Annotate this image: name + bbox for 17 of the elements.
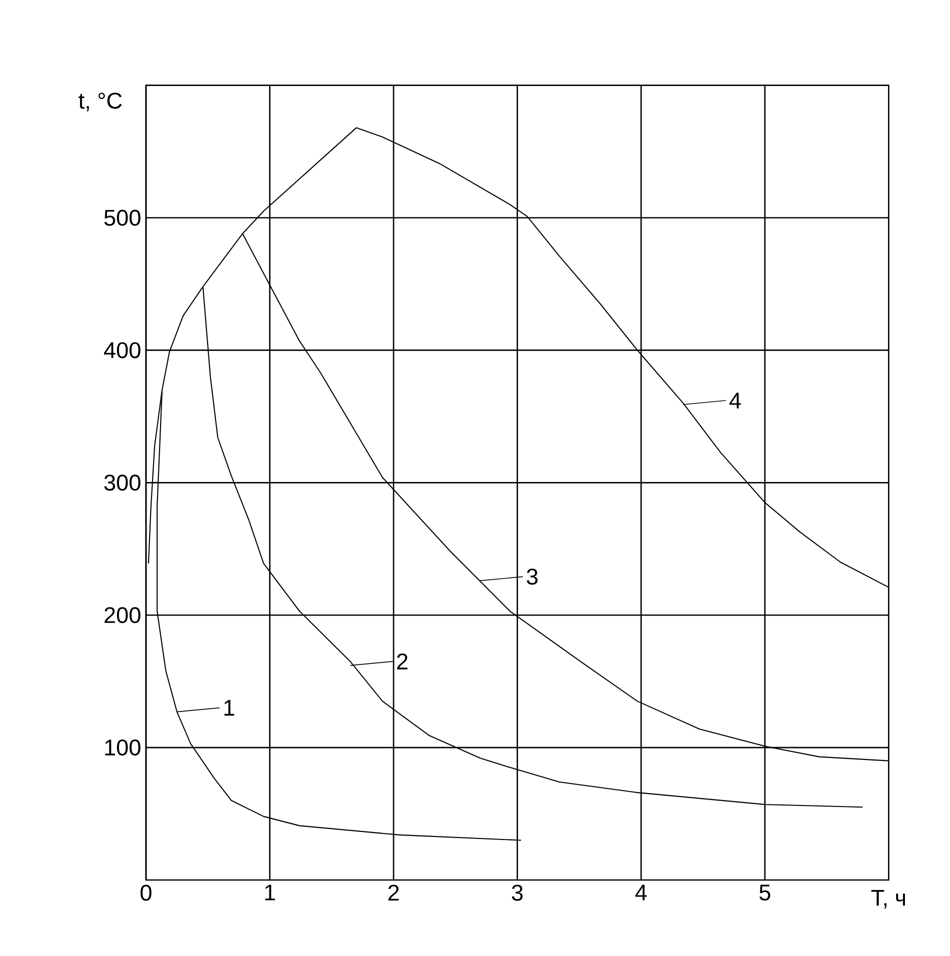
annotation: 2 [397,654,408,670]
x-axis-title: T, ч [871,890,905,909]
x-tick-label: 5 [759,884,770,901]
annotation: 3 [526,568,538,585]
y-tick-label: 500 [104,210,140,226]
x-tick-label: 4 [635,884,647,900]
x-tick-label: 2 [388,884,399,901]
annotation: 1 [224,700,234,716]
y-tick-label: 200 [104,607,140,624]
annotation: 4 [729,392,741,408]
y-tick-label: 400 [104,342,140,358]
y-tick-label: 100 [105,740,140,756]
x-tick-label: 1 [265,884,275,900]
x-tick-label: 3 [512,884,523,901]
y-axis-title: t, °C [78,92,122,112]
y-tick-label: 300 [104,474,140,491]
x-tick-label: 0 [140,884,152,901]
